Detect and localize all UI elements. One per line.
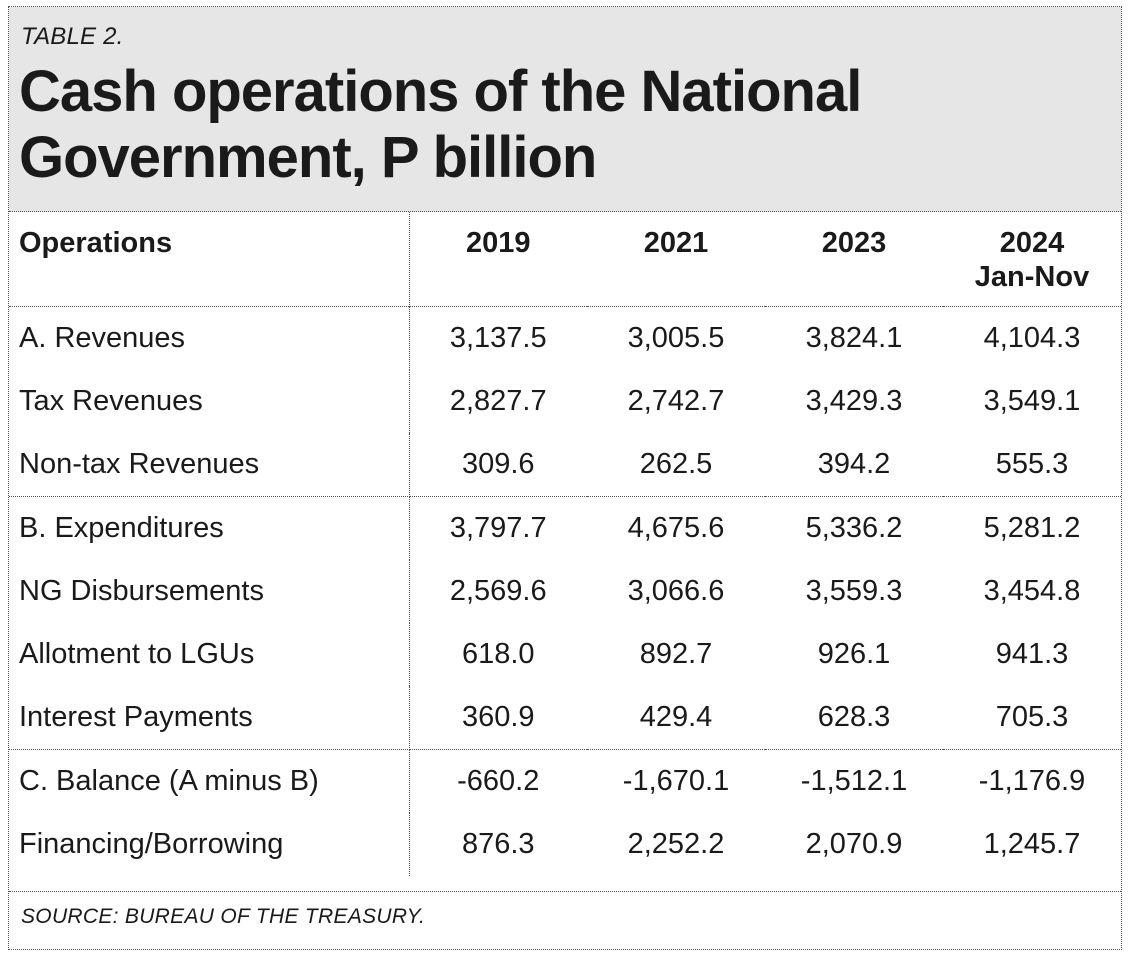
- column-header-row: Operations 2019 2021 2023 2024 Jan-Nov: [9, 212, 1121, 306]
- table-cell-value: 2,742.7: [627, 384, 725, 417]
- row-label: Interest Payments: [9, 685, 410, 750]
- column-header-label: 2019: [465, 227, 531, 259]
- column-header-label: Operations: [19, 227, 173, 259]
- row-label: Financing/Borrowing: [9, 812, 410, 876]
- table-cell-value: 2,252.2: [627, 827, 725, 860]
- row-label: Tax Revenues: [9, 369, 410, 433]
- cash-operations-table: Operations 2019 2021 2023 2024 Jan-Nov A…: [9, 212, 1121, 876]
- table-row: Financing/Borrowing 876.3 2,252.2 2,070.9 1,…: [9, 812, 1121, 876]
- row-label: B. Expenditures: [9, 496, 410, 560]
- table-cell-value: 2,569.6: [449, 574, 547, 607]
- table-cell-value: 555.3: [943, 432, 1121, 497]
- footer-divider: [9, 891, 1121, 892]
- source-note: SOURCE: BUREAU OF THE TREASURY.: [21, 905, 426, 928]
- table-cell-value: 705.3: [943, 685, 1121, 750]
- table-cell-value: 2,827.7: [449, 384, 547, 417]
- column-header-label: 2024: [999, 227, 1065, 259]
- row-label: Allotment to LGUs: [9, 622, 410, 686]
- table-row: Allotment to LGUs 618.0 892.7 926.1 941.3: [9, 622, 1121, 686]
- table-cell-value: 3,454.8: [983, 574, 1081, 607]
- table-cell-value: 3,066.6: [627, 574, 725, 607]
- table-cell-value: 3,137.5: [449, 321, 547, 354]
- column-header-2024: 2024 Jan-Nov: [943, 212, 1121, 306]
- table-cell-value: 3,549.1: [983, 384, 1081, 417]
- column-header-label: 2021: [643, 227, 709, 259]
- table-cell-value: 941.3: [995, 637, 1069, 670]
- table-header-band: TABLE 2. Cash operations of the National…: [9, 7, 1121, 212]
- table-cell-value: 618.0: [461, 637, 535, 670]
- table-cell-value: 5,281.2: [983, 511, 1081, 544]
- table-cell-value: 3,824.1: [805, 321, 903, 354]
- table-cell-value: 2,070.9: [805, 827, 903, 860]
- table-cell-value: 876.3: [461, 827, 535, 860]
- table-cell-value: 5,336.2: [805, 511, 903, 544]
- table-cell-value: 628.3: [765, 685, 943, 750]
- column-header-operations: Operations: [9, 212, 410, 306]
- table-cell-value: 262.5: [587, 432, 765, 497]
- table-cell-value: 3,559.3: [805, 574, 903, 607]
- table-row: B. Expenditures 3,797.7 4,675.6 5,336.2 5,28…: [9, 496, 1121, 560]
- table-number-label: TABLE 2.: [21, 23, 124, 50]
- row-label: A. Revenues: [9, 306, 410, 370]
- row-label: NG Disbursements: [9, 559, 410, 623]
- row-label: C. Balance (A minus B): [9, 749, 410, 813]
- table-row: A. Revenues 3,137.5 3,005.5 3,824.1 4,104.3: [9, 306, 1121, 370]
- table-figure: TABLE 2. Cash operations of the National…: [8, 6, 1122, 950]
- table-cell-value: -1,512.1: [800, 764, 908, 797]
- column-header-2019: 2019: [409, 212, 587, 306]
- table-row: NG Disbursements 2,569.6 3,066.6 3,559.3 3,4…: [9, 559, 1121, 623]
- table-row: Tax Revenues 2,827.7 2,742.7 3,429.3 3,549.1: [9, 369, 1121, 433]
- table-cell-value: 394.2: [765, 432, 943, 497]
- table-cell-value: 926.1: [817, 637, 891, 670]
- table-body: A. Revenues 3,137.5 3,005.5 3,824.1 4,104.3 T…: [9, 306, 1121, 876]
- table-cell-value: 309.6: [409, 432, 587, 497]
- table-row: C. Balance (A minus B) -660.2 -1,670.1 -1,5…: [9, 749, 1121, 813]
- column-header-sublabel: Jan-Nov: [974, 261, 1090, 293]
- table-cell-value: 429.4: [587, 685, 765, 750]
- table-title: Cash operations of the National Governme…: [19, 59, 862, 190]
- row-label: Non-tax Revenues: [9, 432, 410, 497]
- table-cell-value: -1,670.1: [622, 764, 730, 797]
- table-cell-value: 360.9: [409, 685, 587, 750]
- table-cell-value: -1,176.9: [978, 764, 1086, 797]
- table-cell-value: 1,245.7: [983, 827, 1081, 860]
- table-row: Non-tax Revenues 309.6 262.5 394.2 555.3: [9, 432, 1121, 497]
- table-row: Interest Payments 360.9 429.4 628.3 705.3: [9, 685, 1121, 750]
- column-header-2023: 2023: [765, 212, 943, 306]
- column-header-2021: 2021: [587, 212, 765, 306]
- table-cell-value: 892.7: [639, 637, 713, 670]
- column-header-label: 2023: [821, 227, 887, 259]
- table-cell-value: -660.2: [457, 764, 540, 797]
- table-cell-value: 3,429.3: [805, 384, 903, 417]
- table-cell-value: 4,104.3: [983, 321, 1081, 354]
- table-cell-value: 3,797.7: [449, 511, 547, 544]
- table-cell-value: 3,005.5: [627, 321, 725, 354]
- table-cell-value: 4,675.6: [627, 511, 725, 544]
